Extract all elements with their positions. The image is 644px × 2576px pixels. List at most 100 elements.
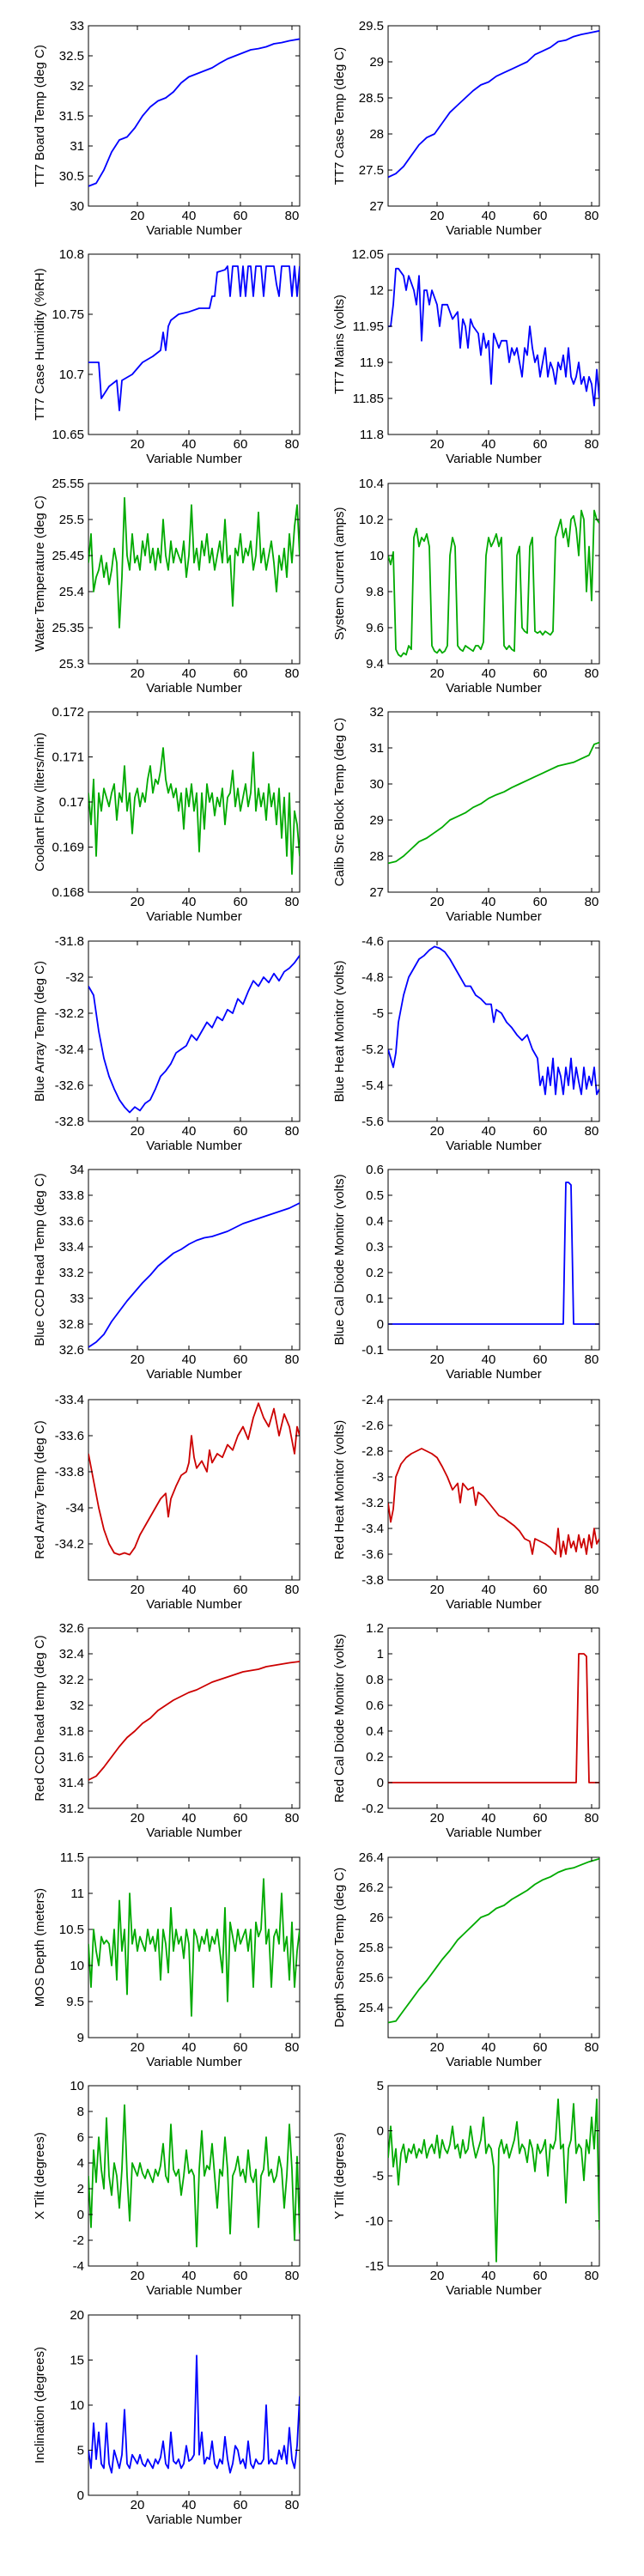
chart-16-y-tick-label: 0.2 xyxy=(366,1750,384,1765)
chart-6: 20 40 60 80 9.4 9.6 9.8 10 10.2 10.4 Variable Numb… xyxy=(332,477,600,696)
chart-4-y-tick-label: 11.95 xyxy=(353,319,384,334)
chart-8-x-axis-label: Variable Number xyxy=(446,909,541,924)
chart-10-x-tick-label: 20 xyxy=(430,1124,445,1139)
chart-19: 20 40 60 80 -4 -2 0 2 4 6 8 10 Variable Number X Tilt… xyxy=(33,2079,301,2298)
chart-1-y-tick-label: 31 xyxy=(70,139,84,154)
chart-16-x-tick-label: 60 xyxy=(533,1811,548,1826)
chart-16-x-tick-label: 40 xyxy=(482,1811,496,1826)
chart-10-series-line xyxy=(388,945,599,1096)
chart-9-y-tick-label: -32.6 xyxy=(55,1078,84,1093)
chart-9-y-tick-label: -32 xyxy=(65,970,84,985)
chart-14-y-tick-label: -3.2 xyxy=(361,1496,384,1510)
chart-8-x-tick-label: 80 xyxy=(585,895,599,909)
chart-21-x-tick-label: 80 xyxy=(285,2498,300,2512)
chart-8-y-tick-label: 32 xyxy=(369,705,384,720)
chart-12-y-tick-label: 0.3 xyxy=(366,1240,384,1255)
chart-1-y-tick-label: 30 xyxy=(70,199,84,214)
chart-20-y-tick-label: 0 xyxy=(377,2124,384,2139)
chart-11-y-tick-label: 33.6 xyxy=(59,1214,84,1229)
chart-19-y-tick-label: 6 xyxy=(77,2130,84,2145)
chart-14-y-tick-label: -3.4 xyxy=(361,1522,384,1536)
chart-2-y-tick-label: 27 xyxy=(369,199,384,214)
chart-21-y-axis-label: Inclination (degrees) xyxy=(33,2347,47,2464)
chart-10-x-tick-label: 80 xyxy=(585,1124,599,1139)
chart-21-x-axis-label: Variable Number xyxy=(146,2512,241,2527)
chart-5-y-tick-label: 25.5 xyxy=(59,513,84,527)
chart-8-x-tick-label: 40 xyxy=(482,895,496,909)
chart-14-y-tick-label: -2.4 xyxy=(361,1393,384,1407)
chart-6-y-tick-label: 9.4 xyxy=(366,657,384,671)
chart-10-x-axis-label: Variable Number xyxy=(446,1139,541,1153)
chart-11-y-tick-label: 33.2 xyxy=(59,1266,84,1280)
chart-8-y-tick-label: 27 xyxy=(369,885,384,900)
chart-21-y-tick-label: 0 xyxy=(77,2488,84,2503)
chart-12-y-tick-label: 0.4 xyxy=(366,1214,384,1229)
chart-10-y-tick-label: -5.6 xyxy=(361,1115,384,1129)
chart-12-y-tick-label: 0.2 xyxy=(366,1266,384,1280)
chart-7-x-tick-label: 40 xyxy=(182,895,197,909)
chart-2-x-axis-label: Variable Number xyxy=(446,223,541,238)
chart-16-y-tick-label: 0.6 xyxy=(366,1698,384,1713)
chart-14-y-tick-label: -3.6 xyxy=(361,1547,384,1562)
chart-13-series-line xyxy=(88,1402,300,1556)
chart-8-y-tick-label: 28 xyxy=(369,849,384,864)
chart-14-y-tick-label: -3.8 xyxy=(361,1573,384,1588)
chart-16-y-tick-label: 1 xyxy=(377,1647,384,1662)
chart-16-plot-area xyxy=(387,1627,600,1809)
chart-21-y-tick-label: 20 xyxy=(70,2308,84,2323)
chart-6-plot-area xyxy=(387,483,600,665)
chart-8: 20 40 60 80 27 28 29 30 31 32 Variable Number Calib… xyxy=(332,705,600,924)
chart-1-y-tick-label: 30.5 xyxy=(59,169,84,184)
chart-11-y-tick-label: 33.4 xyxy=(59,1240,84,1255)
chart-13-y-tick-label: -33.8 xyxy=(55,1465,84,1479)
chart-17-x-tick-label: 20 xyxy=(131,2040,145,2055)
chart-13-x-axis-label: Variable Number xyxy=(146,1597,241,1612)
chart-18-y-tick-label: 25.6 xyxy=(359,1971,384,1985)
chart-13-y-axis-label: Red Array Temp (deg C) xyxy=(33,1420,47,1558)
chart-19-x-tick-label: 80 xyxy=(285,2269,300,2283)
chart-20: 20 40 60 80 -15 -10 -5 0 5 Variable Number Y Tilt … xyxy=(332,2079,600,2298)
chart-15-y-tick-label: 32.6 xyxy=(59,1621,84,1636)
chart-17: 20 40 60 80 9 9.5 10 10.5 11 11.5 Variable Number M… xyxy=(33,1850,301,2069)
chart-14-x-tick-label: 80 xyxy=(585,1583,599,1597)
chart-14-y-axis-label: Red Heat Monitor (volts) xyxy=(332,1420,347,1560)
chart-2-y-tick-label: 27.5 xyxy=(359,163,384,178)
chart-19-series-line xyxy=(88,2104,300,2248)
chart-8-plot-area xyxy=(387,711,600,893)
chart-15-series-line xyxy=(88,1661,300,1781)
chart-18-y-tick-label: 26.4 xyxy=(359,1850,384,1865)
chart-7-y-tick-label: 0.17 xyxy=(59,795,84,810)
chart-4-y-tick-label: 11.8 xyxy=(360,428,384,442)
chart-12-y-tick-label: 0 xyxy=(377,1317,384,1332)
chart-15-plot-area xyxy=(88,1627,301,1809)
chart-16-y-tick-label: -0.2 xyxy=(361,1801,384,1816)
chart-11-y-tick-label: 33 xyxy=(70,1291,84,1306)
chart-17-y-tick-label: 9 xyxy=(77,2031,84,2045)
chart-11-x-tick-label: 40 xyxy=(182,1352,197,1367)
chart-9-y-tick-label: -32.2 xyxy=(55,1006,84,1021)
chart-19-y-tick-label: -4 xyxy=(73,2259,84,2274)
chart-14-y-tick-label: -3 xyxy=(373,1470,384,1485)
chart-11-y-tick-label: 33.8 xyxy=(59,1188,84,1203)
chart-21-x-tick-label: 60 xyxy=(234,2498,248,2512)
chart-15-y-tick-label: 32.4 xyxy=(59,1647,84,1662)
chart-12-plot-area xyxy=(387,1169,600,1351)
chart-10-y-axis-label: Blue Heat Monitor (volts) xyxy=(332,960,347,1102)
chart-5-y-tick-label: 25.3 xyxy=(59,657,84,671)
chart-15-y-tick-label: 31.4 xyxy=(59,1776,84,1790)
chart-11-y-tick-label: 32.6 xyxy=(59,1343,84,1358)
chart-11-x-axis-label: Variable Number xyxy=(146,1367,241,1382)
chart-4-y-tick-label: 11.85 xyxy=(353,392,384,406)
chart-17-y-tick-label: 11 xyxy=(70,1886,84,1901)
chart-4-series-line xyxy=(388,267,599,407)
chart-18-y-tick-label: 26 xyxy=(369,1911,384,1925)
chart-17-x-tick-label: 80 xyxy=(285,2040,300,2055)
chart-20-x-tick-label: 60 xyxy=(533,2269,548,2283)
chart-20-series-line xyxy=(388,2098,599,2263)
chart-6-y-tick-label: 9.6 xyxy=(366,621,384,635)
chart-12-x-axis-label: Variable Number xyxy=(446,1367,541,1382)
chart-19-y-tick-label: 4 xyxy=(77,2156,84,2171)
chart-4-y-axis-label: TT7 Mains (volts) xyxy=(332,295,347,394)
chart-20-x-tick-label: 80 xyxy=(585,2269,599,2283)
